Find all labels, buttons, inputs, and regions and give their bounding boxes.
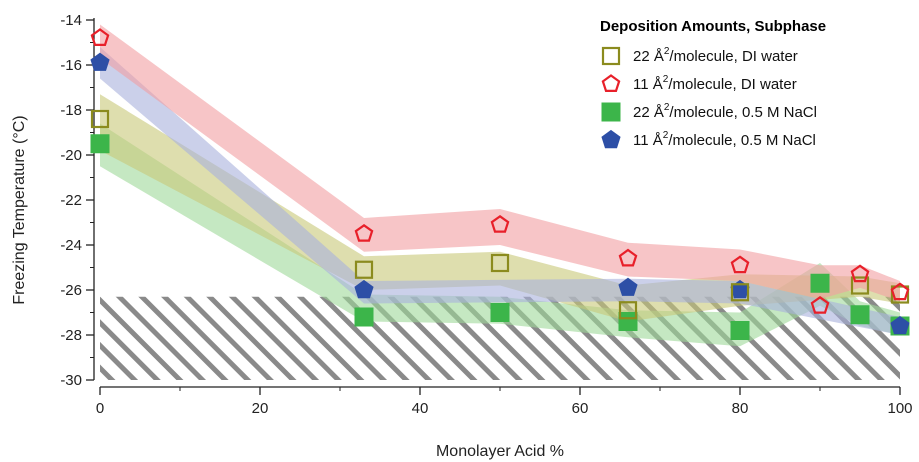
x-tick-label: 60 (572, 400, 589, 417)
point-series-4 (354, 279, 374, 299)
y-tick-label: -30 (60, 372, 82, 389)
point-series-3 (850, 305, 870, 325)
legend-label-superscript: 2 (664, 102, 670, 113)
legend-label-part: 11 Å (633, 76, 663, 93)
x-axis-title: Monolayer Acid % (436, 443, 564, 460)
point-series-3 (490, 303, 510, 322)
legend-label-superscript: 2 (664, 46, 670, 57)
point-series-3 (810, 273, 830, 293)
point-series-3 (618, 312, 638, 331)
y-tick-label: -18 (60, 102, 82, 119)
point-series-4 (618, 277, 638, 296)
point-series-3 (354, 307, 374, 327)
x-tick-label: 100 (887, 400, 912, 417)
legend-label-1: 22 Å2/molecule, DI water (633, 46, 798, 65)
point-series-3 (730, 321, 750, 340)
point-series-4 (90, 52, 110, 71)
legend-marker-4 (601, 129, 621, 149)
x-tick-label: 80 (732, 400, 749, 417)
legend-label-superscript: 2 (663, 130, 669, 141)
point-series-1 (850, 276, 870, 295)
point-series-2 (810, 295, 830, 314)
y-tick-label: -14 (60, 12, 82, 29)
y-tick-label: -16 (60, 57, 82, 74)
legend-marker-1 (601, 46, 621, 66)
y-tick-label: -20 (60, 147, 82, 164)
axes: -30 -28 -26 -24 -22 -20 -18 -16 -14 0 20 40 60 80 100 (60, 12, 912, 417)
point-series-2 (890, 282, 910, 301)
y-tick-label: -28 (60, 327, 82, 344)
point-series-2 (90, 28, 110, 47)
point-series-2 (850, 264, 870, 283)
point-series-2 (354, 223, 374, 242)
legend: Deposition Amounts, Subphase 22 Å2/molec… (600, 18, 826, 149)
point-series-2 (730, 255, 750, 274)
legend-label-part: /molecule, 0.5 M NaCl (668, 132, 816, 149)
legend-label-3: 22 Å2/molecule, 0.5 M NaCl (633, 102, 817, 121)
uncertainty-bands (100, 24, 900, 347)
point-series-1 (890, 285, 910, 304)
legend-marker-2 (601, 74, 621, 93)
x-tick-label: 0 (96, 400, 104, 417)
legend-label-part: 11 Å (633, 132, 663, 149)
legend-label-part: 22 Å (633, 104, 664, 121)
data-points (90, 28, 910, 340)
point-series-1 (490, 253, 510, 273)
y-axis-title: Freezing Temperature (°C) (11, 115, 28, 304)
y-tick-label: -26 (60, 282, 82, 299)
point-series-1 (618, 301, 638, 320)
legend-marker-3 (601, 102, 621, 122)
legend-label-part: /molecule, DI water (669, 48, 797, 65)
y-tick-label: -22 (60, 192, 82, 209)
legend-label-2: 11 Å2/molecule, DI water (633, 74, 797, 93)
band-series-4 (100, 47, 900, 335)
band-series-2 (100, 24, 900, 302)
x-tick-label: 40 (412, 400, 429, 417)
legend-label-superscript: 2 (663, 74, 669, 85)
legend-label-4: 11 Å2/molecule, 0.5 M NaCl (633, 130, 816, 149)
point-series-1 (90, 109, 110, 129)
legend-label-part: /molecule, DI water (668, 76, 796, 93)
point-series-2 (490, 214, 510, 233)
x-tick-label: 20 (252, 400, 269, 417)
y-tick-label: -24 (60, 237, 82, 254)
legend-label-part: 22 Å (633, 48, 664, 65)
point-series-4 (890, 315, 910, 335)
point-series-1 (730, 283, 750, 302)
point-series-1 (354, 260, 374, 279)
legend-title: Deposition Amounts, Subphase (600, 18, 826, 35)
point-series-2 (618, 248, 638, 267)
legend-label-part: /molecule, 0.5 M NaCl (669, 104, 817, 121)
point-series-3 (90, 134, 110, 154)
